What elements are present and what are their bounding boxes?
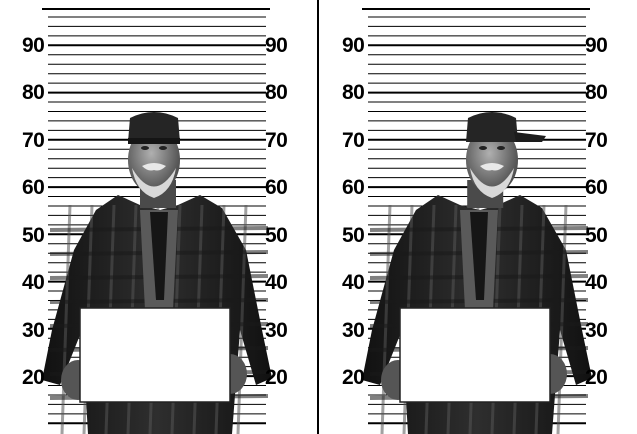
height-label-right: 80 <box>585 81 608 104</box>
height-label-right: 40 <box>265 271 288 294</box>
height-label-left: 70 <box>342 129 365 152</box>
mugshot-panel-profile: 90 80 70 60 50 40 30 20 90 80 70 60 50 40 30 20 <box>320 0 637 434</box>
panel-divider <box>317 0 319 434</box>
height-label-right: 90 <box>585 34 608 57</box>
height-label-left: 30 <box>342 319 365 342</box>
mugshot-panel-front: 90 80 70 60 50 40 30 20 90 80 70 60 50 40 30 20 <box>0 0 317 434</box>
blank-placard <box>399 307 551 403</box>
height-label-left: 80 <box>22 81 45 104</box>
height-label-left: 70 <box>22 129 45 152</box>
height-label-left: 90 <box>22 34 45 57</box>
height-label-right: 70 <box>265 129 288 152</box>
height-label-right: 60 <box>265 176 288 199</box>
height-label-right: 30 <box>585 319 608 342</box>
height-label-right: 50 <box>585 224 608 247</box>
height-label-left: 60 <box>342 176 365 199</box>
blank-placard <box>79 307 231 403</box>
suspect-head-front <box>128 112 180 198</box>
height-label-right: 30 <box>265 319 288 342</box>
height-label-left: 40 <box>22 271 45 294</box>
height-label-right: 90 <box>265 34 288 57</box>
height-label-left: 20 <box>342 366 365 389</box>
height-label-right: 60 <box>585 176 608 199</box>
suspect-head-profile <box>466 112 546 198</box>
height-label-left: 60 <box>22 176 45 199</box>
height-label-right: 50 <box>265 224 288 247</box>
height-label-left: 50 <box>342 224 365 247</box>
height-label-left: 40 <box>342 271 365 294</box>
height-label-left: 50 <box>22 224 45 247</box>
height-label-left: 80 <box>342 81 365 104</box>
height-label-right: 20 <box>585 366 608 389</box>
height-label-left: 90 <box>342 34 365 57</box>
height-chart-svg <box>42 8 272 434</box>
height-label-right: 40 <box>585 271 608 294</box>
height-label-right: 70 <box>585 129 608 152</box>
height-label-right: 80 <box>265 81 288 104</box>
height-chart-svg <box>362 8 592 434</box>
height-label-right: 20 <box>265 366 288 389</box>
height-label-left: 20 <box>22 366 45 389</box>
height-label-left: 30 <box>22 319 45 342</box>
